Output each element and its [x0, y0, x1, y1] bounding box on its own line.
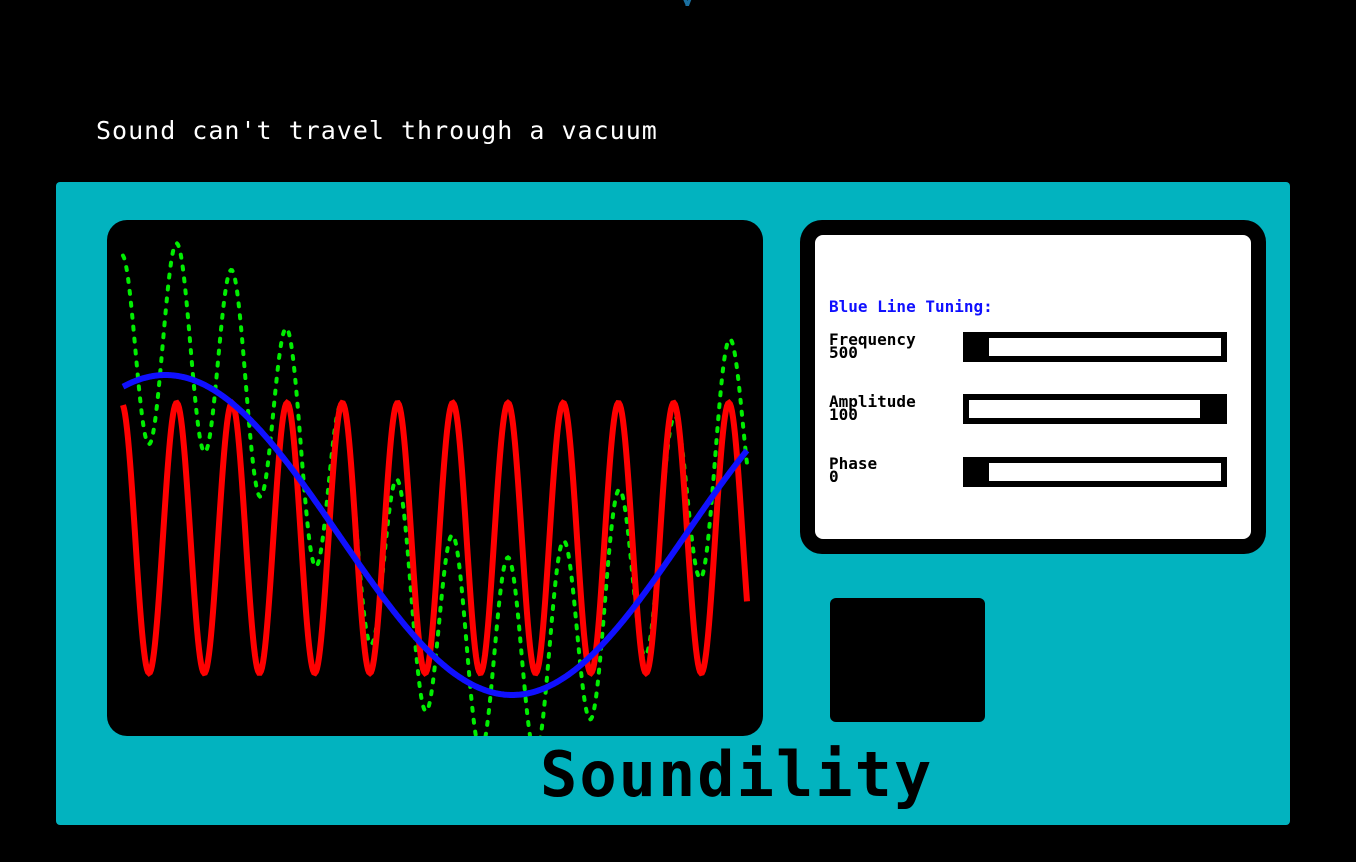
phase-label: Phase 0 [829, 454, 878, 486]
oscilloscope-screen [107, 220, 763, 736]
blue-wave-line [121, 372, 750, 698]
amplitude-value: 100 [829, 405, 858, 424]
green-wave-line [121, 241, 749, 736]
tuning-panel-title: Blue Line Tuning: [829, 297, 993, 316]
amplitude-label-text: Amplitude [829, 392, 916, 411]
waveform-plot [120, 241, 750, 736]
tuning-panel-frame: Blue Line Tuning: Frequency 500 Amplitud… [800, 220, 1266, 554]
frequency-label: Frequency 500 [829, 330, 916, 362]
frequency-label-text: Frequency [829, 330, 916, 349]
device-body: Blue Line Tuning: Frequency 500 Amplitud… [56, 182, 1290, 825]
phase-label-text: Phase [829, 454, 878, 473]
top-title-fragment: y [680, 0, 770, 6]
red-wave-line [120, 399, 750, 678]
amplitude-slider-track[interactable] [969, 400, 1200, 418]
secondary-display [830, 598, 985, 722]
phase-slider-track[interactable] [989, 463, 1221, 481]
amplitude-slider[interactable] [963, 394, 1227, 424]
frequency-slider-track[interactable] [989, 338, 1221, 356]
phase-value: 0 [829, 467, 839, 486]
brand-logo-text: Soundility [540, 738, 934, 811]
status-message: Sound can't travel through a vacuum [96, 116, 658, 145]
amplitude-label: Amplitude 100 [829, 392, 916, 424]
phase-slider[interactable] [963, 457, 1227, 487]
tuning-panel: Blue Line Tuning: Frequency 500 Amplitud… [815, 235, 1251, 539]
frequency-slider[interactable] [963, 332, 1227, 362]
frequency-value: 500 [829, 343, 858, 362]
